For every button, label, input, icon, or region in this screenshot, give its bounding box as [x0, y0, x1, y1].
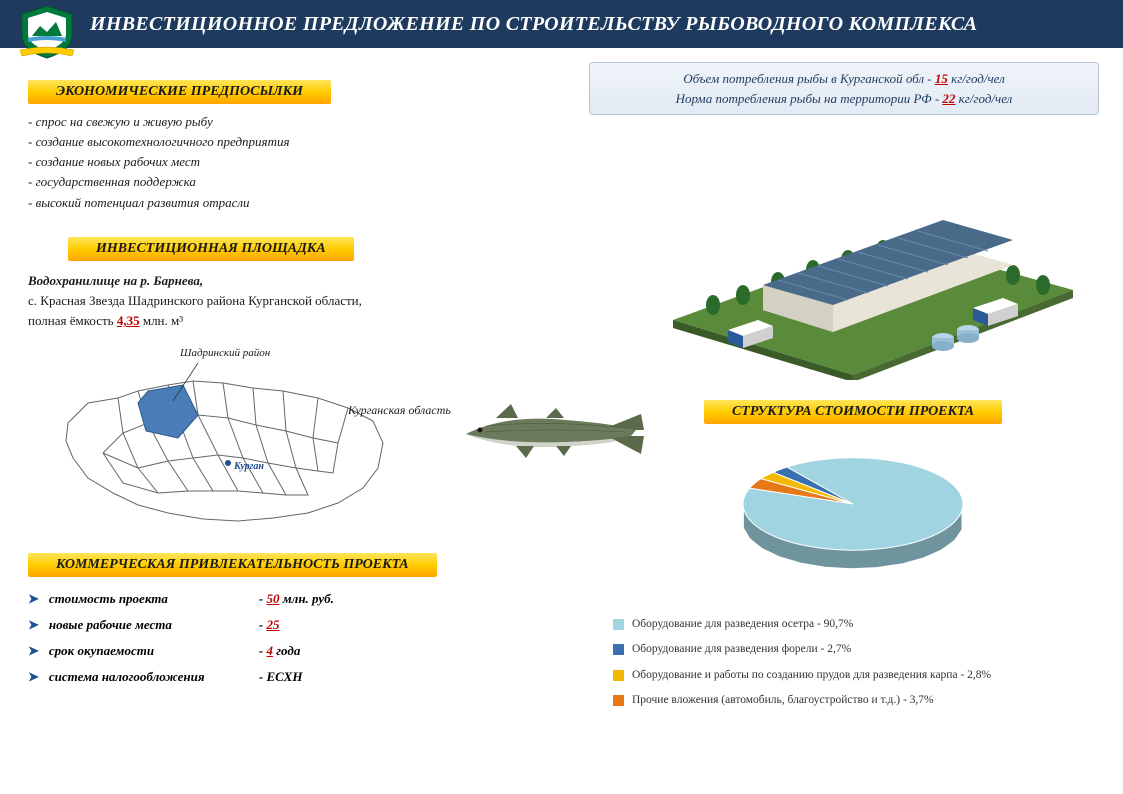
- site-line1: Водохранилище на р. Барнева,: [28, 273, 203, 288]
- legend-item: Оборудование для разведения форели - 2,7…: [613, 637, 1093, 662]
- map-label-region: Курганская область: [348, 403, 451, 418]
- commercial-row: ➤ новые рабочие места - 25: [28, 617, 548, 633]
- arrow-icon: ➤: [28, 643, 39, 659]
- label-site: ИНВЕСТИЦИОННАЯ ПЛОЩАДКА: [68, 237, 354, 261]
- commercial-row: ➤ срок окупаемости - 4 года: [28, 643, 548, 659]
- bullet: - создание новых рабочих мест: [28, 152, 548, 172]
- swatch: [613, 619, 624, 630]
- page-title: ИНВЕСТИЦИОННОЕ ПРЕДЛОЖЕНИЕ ПО СТРОИТЕЛЬС…: [90, 13, 977, 36]
- info-line2-value: 22: [942, 91, 955, 106]
- commercial-block: КОММЕРЧЕСКАЯ ПРИВЛЕКАТЕЛЬНОСТЬ ПРОЕКТА ➤…: [28, 553, 548, 685]
- arrow-icon: ➤: [28, 669, 39, 685]
- map-label-district: Шадринский район: [180, 347, 270, 359]
- swatch: [613, 644, 624, 655]
- map-label-city: Курган: [234, 461, 264, 472]
- row-value: - 4 года: [259, 643, 300, 659]
- label-pie: СТРУКТУРА СТОИМОСТИ ПРОЕКТА: [704, 400, 1002, 424]
- swatch: [613, 695, 624, 706]
- region-crest: [12, 2, 82, 62]
- info-line1-prefix: Объем потребления рыбы в Курганской обл …: [683, 71, 935, 86]
- info-line1-value: 15: [935, 71, 948, 86]
- site-line3-value: 4,35: [117, 313, 140, 328]
- pie-block: СТРУКТУРА СТОИМОСТИ ПРОЕКТА Оборудование…: [613, 400, 1093, 713]
- legend-text: Прочие вложения (автомобиль, благоустрой…: [632, 688, 934, 713]
- swatch: [613, 670, 624, 681]
- legend-item: Прочие вложения (автомобиль, благоустрой…: [613, 688, 1093, 713]
- pie-legend: Оборудование для разведения осетра - 90,…: [613, 612, 1093, 713]
- row-label: стоимость проекта: [49, 591, 259, 607]
- bullet: - государственная поддержка: [28, 172, 548, 192]
- page-header: ИНВЕСТИЦИОННОЕ ПРЕДЛОЖЕНИЕ ПО СТРОИТЕЛЬС…: [0, 0, 1123, 48]
- row-label: новые рабочие места: [49, 617, 259, 633]
- info-line1-suffix: кг/год/чел: [948, 71, 1005, 86]
- facility-illustration: [613, 120, 1093, 380]
- commercial-table: ➤ стоимость проекта - 50 млн. руб. ➤ нов…: [28, 591, 548, 685]
- site-text: Водохранилище на р. Барнева, с. Красная …: [28, 271, 548, 331]
- commercial-row: ➤ система налогообложения - ЕСХН: [28, 669, 548, 685]
- site-line3-prefix: полная ёмкость: [28, 313, 117, 328]
- legend-item: Оборудование для разведения осетра - 90,…: [613, 612, 1093, 637]
- legend-item: Оборудование и работы по созданию прудов…: [613, 663, 1093, 688]
- info-line2-prefix: Норма потребления рыбы на территории РФ …: [676, 91, 943, 106]
- economic-bullets: - спрос на свежую и живую рыбу - создани…: [28, 112, 548, 213]
- row-value: - 25: [259, 617, 280, 633]
- pie-chart: [723, 442, 983, 592]
- row-value: - ЕСХН: [259, 669, 303, 685]
- bullet: - высокий потенциал развития отрасли: [28, 193, 548, 213]
- site-line2: с. Красная Звезда Шадринского района Кур…: [28, 293, 362, 308]
- info-line2-suffix: кг/год/чел: [955, 91, 1012, 106]
- row-label: система налогообложения: [49, 669, 259, 685]
- row-value: - 50 млн. руб.: [259, 591, 334, 607]
- legend-text: Оборудование для разведения форели - 2,7…: [632, 637, 851, 662]
- bullet: - создание высокотехнологичного предприя…: [28, 132, 548, 152]
- commercial-row: ➤ стоимость проекта - 50 млн. руб.: [28, 591, 548, 607]
- arrow-icon: ➤: [28, 591, 39, 607]
- label-commercial: КОММЕРЧЕСКАЯ ПРИВЛЕКАТЕЛЬНОСТЬ ПРОЕКТА: [28, 553, 437, 577]
- arrow-icon: ➤: [28, 617, 39, 633]
- consumption-info-box: Объем потребления рыбы в Курганской обл …: [589, 62, 1099, 115]
- legend-text: Оборудование для разведения осетра - 90,…: [632, 612, 853, 637]
- label-economic: ЭКОНОМИЧЕСКИЕ ПРЕДПОСЫЛКИ: [28, 80, 331, 104]
- site-line3-suffix: млн. м³: [140, 313, 184, 328]
- row-label: срок окупаемости: [49, 643, 259, 659]
- legend-text: Оборудование и работы по созданию прудов…: [632, 663, 991, 688]
- bullet: - спрос на свежую и живую рыбу: [28, 112, 548, 132]
